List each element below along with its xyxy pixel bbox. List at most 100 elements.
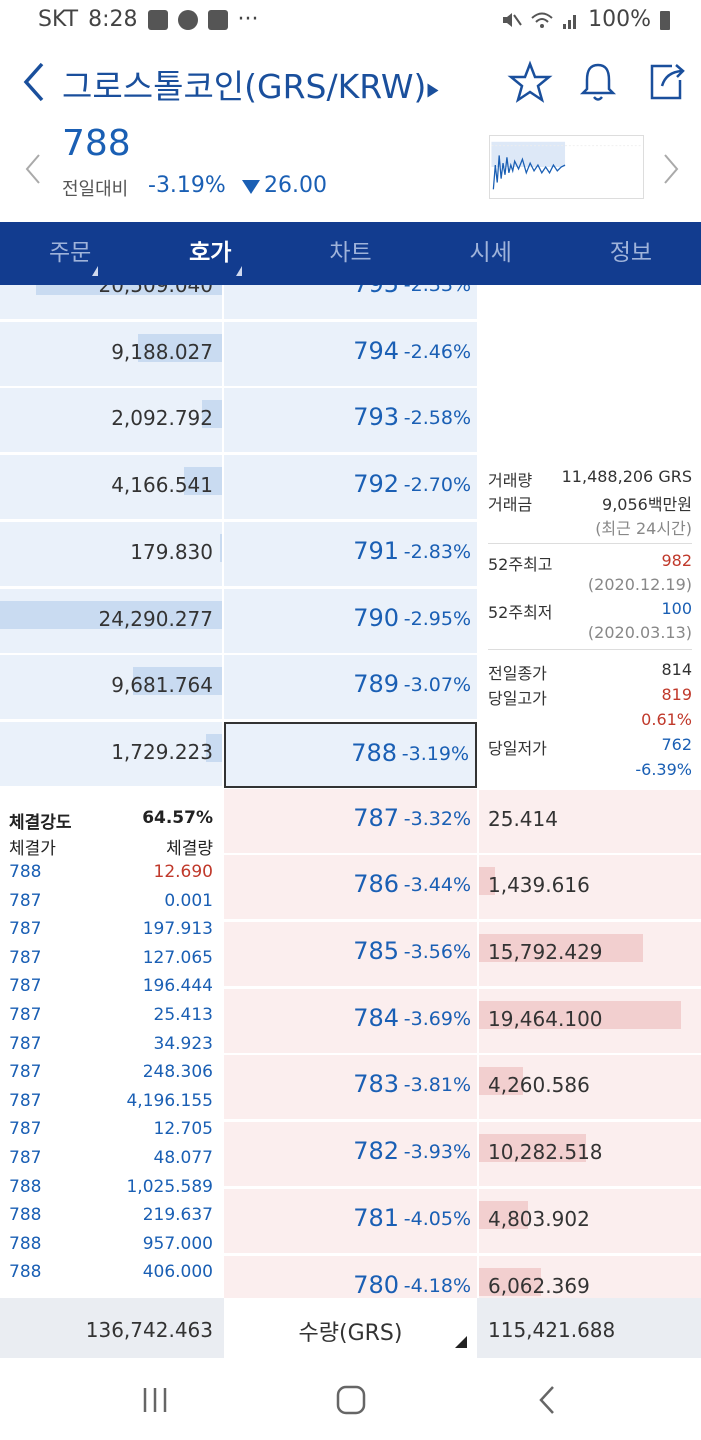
tab-chart[interactable]: 차트 <box>329 240 372 266</box>
order-price-pct: -2.46% <box>403 340 471 363</box>
order-price-pct: -3.56% <box>403 941 471 963</box>
bell-icon[interactable] <box>574 58 622 106</box>
sell-volume-cell[interactable]: 20,509.040 <box>0 285 222 321</box>
trade-price: 788 <box>9 1176 42 1197</box>
sell-volume-text: 2,092.792 <box>111 406 213 431</box>
sell-price-row[interactable]: 789 -3.07% <box>224 655 477 722</box>
sell-price-row[interactable]: 790 -2.95% <box>224 588 477 655</box>
sell-volume-bar <box>202 400 222 429</box>
sell-volume-bar <box>138 333 222 362</box>
buy-volume-cell[interactable]: 19,464.100 <box>479 988 701 1055</box>
sell-total: 136,742.463 <box>85 1318 213 1342</box>
market-info-panel: 거래량 11,488,206 GRS 거래금 9,056백만원 (최근 24시간) … <box>479 455 701 790</box>
trade-row: 787 127.065 <box>0 948 222 976</box>
trade-row: 787 12.705 <box>0 1119 222 1147</box>
order-price-pct: -2.70% <box>403 474 471 497</box>
sell-volume-text: 9,188.027 <box>111 339 213 364</box>
buy-price-row[interactable]: 781 -4.05% <box>224 1188 477 1255</box>
back-icon[interactable] <box>18 58 54 106</box>
star-icon[interactable] <box>506 58 554 106</box>
trade-qty: 4,196.155 <box>126 1090 213 1111</box>
buy-price-row[interactable]: 787 -3.32% <box>224 788 477 855</box>
prev-close-value: 814 <box>661 660 692 679</box>
order-price-pct: -2.58% <box>403 407 471 430</box>
trade-history: 체결강도 64.57% 체결가 체결량 788 12.690 787 0.001 787… <box>0 790 222 1298</box>
buy-volume-text: 15,792.429 <box>488 940 603 964</box>
back-nav-icon[interactable] <box>526 1378 570 1422</box>
order-price: 790 <box>353 603 399 632</box>
strength-value: 64.57% <box>142 808 213 828</box>
status-bar: SKT 8:28 ··· 100% <box>0 0 701 42</box>
buy-volume-cell[interactable]: 10,282.518 <box>479 1122 701 1189</box>
buy-volume-bar <box>479 934 643 962</box>
share-icon[interactable] <box>642 58 690 106</box>
buy-price-row[interactable]: 780 -4.18% <box>224 1255 477 1299</box>
buy-volume-cell[interactable]: 4,803.902 <box>479 1188 701 1255</box>
sell-volume-cell[interactable]: 179.830 <box>0 521 222 588</box>
buy-volume-cell[interactable]: 15,792.429 <box>479 922 701 988</box>
sell-volume-bar <box>36 285 222 295</box>
volume-label: 거래량 <box>488 471 533 490</box>
buy-volume-text: 10,282.518 <box>488 1140 603 1165</box>
recent-apps-icon[interactable] <box>133 1378 177 1422</box>
sell-volume-cell[interactable]: 9,188.027 <box>0 321 222 388</box>
order-price: 783 <box>353 1070 399 1099</box>
buy-price-row[interactable]: 784 -3.69% <box>224 988 477 1055</box>
trade-qty: 34.923 <box>153 1033 213 1054</box>
buy-price-row[interactable]: 783 -3.81% <box>224 1055 477 1122</box>
order-price: 792 <box>353 470 399 499</box>
sell-price-row[interactable]: 791 -2.83% <box>224 521 477 588</box>
sell-price-row[interactable]: 792 -2.70% <box>224 455 477 522</box>
sell-price-row[interactable]: 793 -2.58% <box>224 388 477 455</box>
buy-price-row[interactable]: 782 -3.93% <box>224 1122 477 1189</box>
order-price: 780 <box>353 1270 399 1299</box>
sell-volume-cell[interactable]: 4,166.541 <box>0 455 222 522</box>
current-price-row[interactable]: 788 -3.19% <box>224 721 477 788</box>
sell-volume-cell[interactable]: 1,729.223 <box>0 721 222 788</box>
buy-total: 115,421.688 <box>488 1318 616 1342</box>
prev-coin-icon[interactable] <box>22 152 44 186</box>
buy-volume-cell[interactable]: 4,260.586 <box>479 1055 701 1122</box>
tab-market[interactable]: 시세 <box>469 240 512 266</box>
sell-volume-bar <box>220 533 222 562</box>
sell-volume-cell[interactable]: 9,681.764 <box>0 655 222 722</box>
buy-volume-cell[interactable]: 1,439.616 <box>479 855 701 922</box>
unit-selector[interactable]: 수량(GRS) <box>224 1298 477 1358</box>
home-icon[interactable] <box>329 1378 373 1422</box>
day-low-label: 당일저가 <box>488 739 547 758</box>
buy-volume-bar <box>479 1200 528 1229</box>
market-select-caret-icon[interactable] <box>427 83 439 98</box>
day-high-label: 당일고가 <box>488 689 547 708</box>
tab-orderbook[interactable]: 호가 <box>140 222 280 285</box>
buy-price-row[interactable]: 786 -3.44% <box>224 855 477 922</box>
order-price-pct: -3.44% <box>403 874 471 897</box>
order-price-pct: -2.95% <box>403 607 471 630</box>
current-price: 788 <box>62 123 131 164</box>
buy-volume-cell[interactable]: 6,062.369 <box>479 1255 701 1298</box>
page-title[interactable]: 그로스톨코인(GRS/KRW) <box>62 67 427 106</box>
tab-info[interactable]: 정보 <box>609 240 653 266</box>
order-price: 781 <box>353 1203 399 1232</box>
order-price: 786 <box>353 870 399 899</box>
sell-volume-cell[interactable]: 24,290.277 <box>0 588 222 655</box>
trade-price: 787 <box>9 890 42 911</box>
buy-volume-text: 4,260.586 <box>488 1073 590 1098</box>
sell-price-row[interactable]: 794 -2.46% <box>224 321 477 388</box>
order-price: 789 <box>353 670 399 699</box>
tab-order[interactable]: 주문 <box>0 222 140 285</box>
sell-volume-cell[interactable]: 2,092.792 <box>0 388 222 455</box>
buy-volume-text: 4,803.902 <box>488 1206 590 1231</box>
mute-icon <box>503 12 522 27</box>
mini-chart[interactable] <box>489 135 644 199</box>
trade-qty: 12.705 <box>153 1119 213 1140</box>
order-price: 788 <box>351 738 397 767</box>
buy-volume-text: 25.414 <box>488 806 558 831</box>
buy-volume-cell[interactable]: 25.414 <box>479 788 701 855</box>
low52-date: (2020.03.13) <box>587 623 692 642</box>
next-coin-icon[interactable] <box>660 152 682 186</box>
sell-price-row[interactable]: 795 -2.33% <box>224 285 477 321</box>
buy-price-row[interactable]: 785 -3.56% <box>224 922 477 988</box>
high52-label: 52주최고 <box>488 555 553 574</box>
battery-percent: 100% <box>588 7 651 32</box>
change-label: 전일대비 <box>62 179 129 200</box>
